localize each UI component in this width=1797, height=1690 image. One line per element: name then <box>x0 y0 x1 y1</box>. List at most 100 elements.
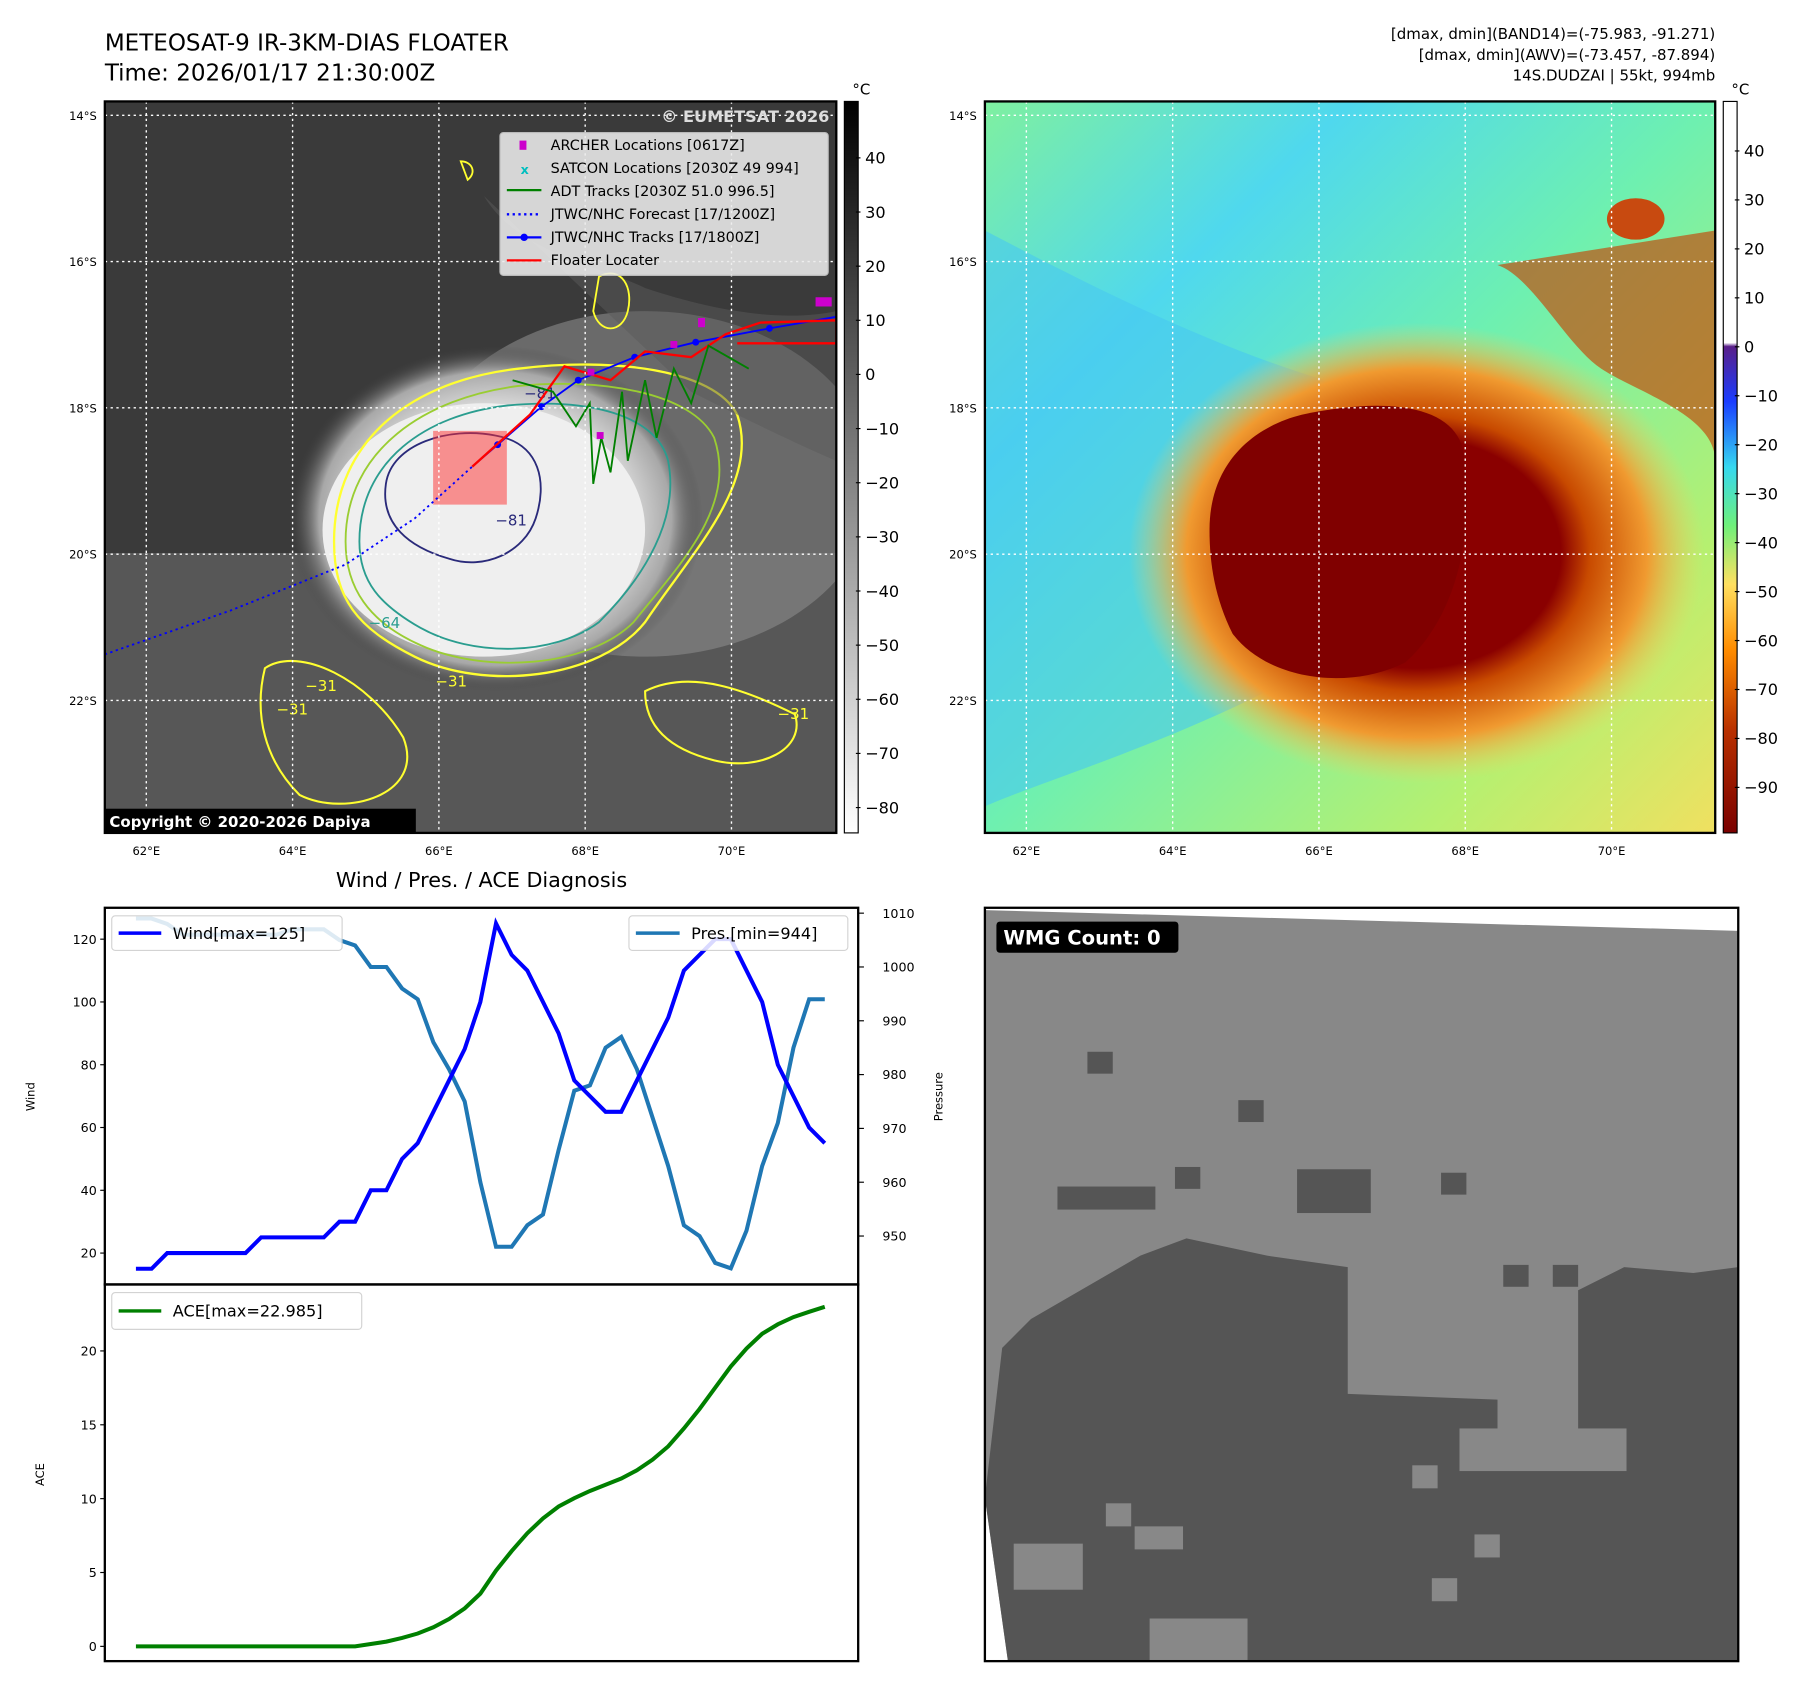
legend-item: ARCHER Locations [0617Z] <box>551 138 745 154</box>
pressure-tick: 1010 <box>882 906 914 921</box>
pressure-tick: 970 <box>882 1121 906 1136</box>
jtwc-forecast-track <box>104 465 473 656</box>
svg-text:68°E: 68°E <box>1451 844 1479 858</box>
pres-legend-label: Pres.[min=944] <box>691 924 817 943</box>
colorbar-tick: 10 <box>865 311 886 330</box>
wind-tick: 80 <box>81 1057 97 1072</box>
colorbar-tick: 40 <box>865 149 886 168</box>
contour-31 <box>332 363 743 678</box>
satcon-marker-icon: x <box>521 162 529 177</box>
colorbar-tick: 30 <box>1744 191 1765 210</box>
pressure-tick: 990 <box>882 1013 906 1028</box>
colorbar-tick: −20 <box>1744 435 1778 454</box>
svg-text:66°E: 66°E <box>425 844 453 858</box>
contour-label: −31 <box>305 677 337 695</box>
svg-text:66°E: 66°E <box>1305 844 1333 858</box>
pressure-tick: 1000 <box>882 960 914 975</box>
colorbar-tick: −40 <box>865 582 899 601</box>
ir-colorbar-ticks: 40 30 20 10 0 −10 −20 −30 −40 −50 −60 −70 −80 <box>855 149 899 817</box>
colorbar-tick: −50 <box>1744 582 1778 601</box>
svg-text:64°E: 64°E <box>279 844 307 858</box>
colorbar-tick: 20 <box>865 257 886 276</box>
colorbar-tick: −10 <box>1744 387 1778 406</box>
pressure-tick: 980 <box>882 1067 906 1082</box>
svg-text:22°S: 22°S <box>949 694 977 708</box>
ace-tick: 10 <box>81 1491 97 1506</box>
ace-legend: ACE[max=22.985] <box>111 1291 363 1330</box>
archer-marker-icon <box>519 140 527 150</box>
legend-item: JTWC/NHC Tracks [17/1800Z] <box>550 230 760 246</box>
ir-title: METEOSAT-9 IR-3KM-DIAS FLOATER <box>105 31 509 57</box>
colorbar-tick: −20 <box>865 473 899 492</box>
svg-text:20°S: 20°S <box>949 548 977 562</box>
floater-track <box>471 319 837 468</box>
legend-item: ADT Tracks [2030Z 51.0 996.5] <box>551 184 775 200</box>
colorbar-tick: −50 <box>865 636 899 655</box>
colorbar-tick: −60 <box>1744 631 1778 650</box>
ir-colorbar <box>843 100 859 834</box>
wind-legend-label: Wind[max=125] <box>173 924 305 943</box>
wind-legend: Wind[max=125] <box>111 915 343 951</box>
svg-text:14°S: 14°S <box>949 109 977 123</box>
colorbar-tick: 0 <box>1744 338 1754 357</box>
svg-text:22°S: 22°S <box>69 694 97 708</box>
adt-track <box>512 344 750 485</box>
legend-item: SATCON Locations [2030Z 49 994] <box>551 161 799 177</box>
contour-label: −64 <box>369 614 401 632</box>
ir-lon-ticks: 62°E 64°E 66°E 68°E 70°E <box>132 844 745 858</box>
ace-legend-label: ACE[max=22.985] <box>173 1302 323 1321</box>
colorbar-tick: −90 <box>1744 778 1778 797</box>
awv-cold-core <box>1209 405 1467 679</box>
awv-map <box>984 101 1716 833</box>
ace-tick: 0 <box>89 1639 97 1654</box>
pressure-tick: 960 <box>882 1175 906 1190</box>
colorbar-tick: −80 <box>1744 729 1778 748</box>
svg-text:64°E: 64°E <box>1159 844 1187 858</box>
wind-tick: 120 <box>73 932 97 947</box>
wind-tick: 60 <box>81 1120 97 1135</box>
wind-tick: 40 <box>81 1183 97 1198</box>
awv-info: [dmax, dmin](BAND14)=(-75.983, -91.271) … <box>1391 25 1715 84</box>
colorbar-tick: 0 <box>865 365 875 384</box>
svg-text:68°E: 68°E <box>571 844 599 858</box>
svg-text:[dmax, dmin](BAND14)=(-75.983,: [dmax, dmin](BAND14)=(-75.983, -91.271) <box>1391 25 1715 43</box>
colorbar-tick: −30 <box>1744 484 1778 503</box>
awv-colorbar <box>1722 100 1738 834</box>
contour-label: −81 <box>495 511 527 529</box>
svg-text:14°S: 14°S <box>69 109 97 123</box>
wind-tick: 20 <box>81 1246 97 1261</box>
svg-text:20°S: 20°S <box>69 548 97 562</box>
svg-text:18°S: 18°S <box>949 401 977 415</box>
colorbar-tick: 10 <box>1744 289 1765 308</box>
eumetsat-watermark: © EUMETSAT 2026 <box>661 107 829 126</box>
colorbar-tick: −80 <box>865 798 899 817</box>
ace-line <box>135 1304 826 1649</box>
legend-item: Floater Locater <box>551 253 660 269</box>
wind-axis-label: Wind <box>24 1082 38 1111</box>
wind-line <box>135 917 827 1271</box>
ace-axis-label: ACE <box>33 1463 47 1486</box>
awv-colorbar-unit: °C <box>1731 81 1749 99</box>
ir-map: −81 −81 −64 −31 −31 −31 −31 x ARCHER Loc… <box>104 101 837 833</box>
pressure-tick: 950 <box>882 1229 906 1244</box>
svg-text:16°S: 16°S <box>949 255 977 269</box>
colorbar-tick: −60 <box>865 690 899 709</box>
diagnosis-title: Wind / Pres. / ACE Diagnosis <box>336 868 627 892</box>
ace-tick: 15 <box>81 1417 97 1432</box>
legend-item: JTWC/NHC Forecast [17/1200Z] <box>550 207 775 223</box>
wind-tick: 100 <box>73 995 97 1010</box>
pressure-line <box>135 916 825 1271</box>
awv-lat-ticks: 14°S 16°S 18°S 20°S 22°S <box>949 109 977 708</box>
ir-colorbar-unit: °C <box>852 81 870 99</box>
pressure-axis-label: Pressure <box>931 1072 945 1121</box>
colorbar-tick: 20 <box>1744 240 1765 259</box>
awv-lon-ticks: 62°E 64°E 66°E 68°E 70°E <box>1013 844 1626 858</box>
ir-lat-ticks: 14°S 16°S 18°S 20°S 22°S <box>69 109 97 708</box>
svg-text:14S.DUDZAI | 55kt, 994mb: 14S.DUDZAI | 55kt, 994mb <box>1513 67 1716 85</box>
ace-tick: 5 <box>89 1565 97 1580</box>
ace-tick: 20 <box>81 1344 97 1359</box>
svg-text:18°S: 18°S <box>69 401 97 415</box>
svg-text:62°E: 62°E <box>1013 844 1041 858</box>
colorbar-tick: 40 <box>1744 142 1765 161</box>
